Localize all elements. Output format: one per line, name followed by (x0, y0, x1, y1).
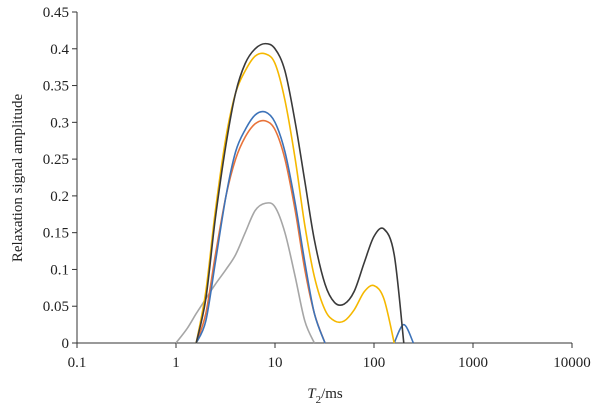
x-tick-label: 0.1 (68, 355, 87, 371)
x-label-symbol: T (307, 386, 317, 402)
y-tick-label: 0.1 (50, 262, 69, 278)
x-axis-label: T2/ms (307, 386, 343, 406)
x-label-subscript: 2 (316, 394, 322, 406)
y-axis-label: Relaxation signal amplitude (10, 94, 26, 263)
x-tick-label: 100 (363, 355, 386, 371)
series-line (195, 119, 326, 344)
series-line (175, 202, 316, 344)
series-line (195, 110, 415, 344)
y-tick-label: 0.3 (50, 115, 69, 131)
y-tick-label: 0 (62, 336, 70, 352)
series-line (195, 42, 405, 344)
x-tick-label: 1000 (458, 355, 488, 371)
y-tick-label: 0.2 (50, 189, 69, 205)
y-tick-label: 0.35 (43, 79, 69, 95)
x-tick-label: 10 (268, 355, 283, 371)
x-label-unit: /ms (321, 386, 343, 402)
x-tick-label: 10000 (553, 355, 591, 371)
y-tick-label: 0.45 (43, 5, 69, 21)
x-tick-label: 1 (172, 355, 180, 371)
y-tick-label: 0.15 (43, 226, 69, 242)
series-line (195, 52, 395, 344)
y-tick-label: 0.25 (43, 152, 69, 168)
y-tick-label: 0.4 (50, 42, 69, 58)
y-tick-label: 0.05 (43, 299, 69, 315)
